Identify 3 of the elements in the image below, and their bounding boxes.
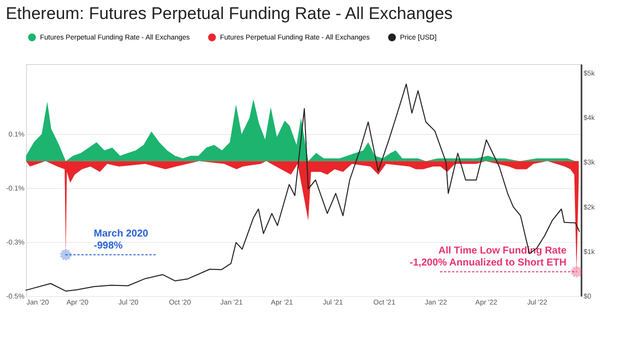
chart-title: Ethereum: Futures Perpetual Funding Rate - All Exchanges [6, 4, 453, 23]
annotation: March 2020 -998% [94, 228, 149, 252]
line-series [26, 84, 580, 292]
